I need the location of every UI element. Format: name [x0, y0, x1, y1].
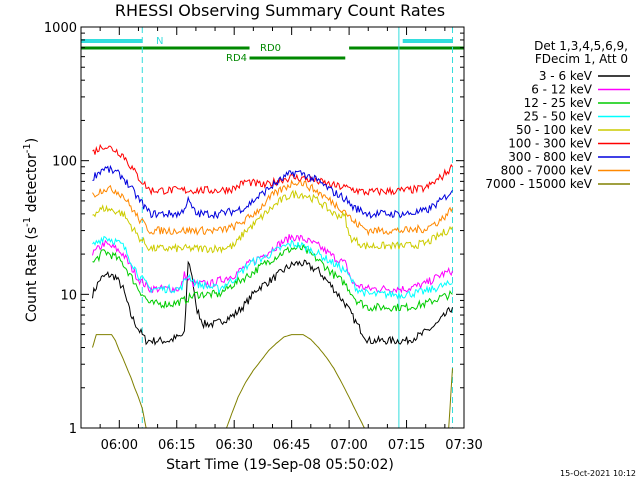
- legend-label: 7000 - 15000 keV: [485, 177, 592, 191]
- legend-label: 3 - 6 keV: [539, 69, 593, 83]
- plot-area: N RD0 RD4: [80, 26, 465, 429]
- series-line: [92, 243, 453, 313]
- series-line: [92, 235, 453, 300]
- legend-label: 50 - 100 keV: [516, 123, 593, 137]
- legend-label: 25 - 50 keV: [524, 110, 593, 124]
- series-line: [92, 179, 453, 237]
- flag-label-n: N: [156, 36, 163, 47]
- legend-label: 6 - 12 keV: [531, 83, 593, 97]
- flag-label-rd0: RD0: [260, 43, 281, 54]
- x-tick-label: 06:00: [101, 438, 138, 453]
- legend-label: 100 - 300 keV: [508, 137, 592, 151]
- series-line: [92, 164, 453, 220]
- x-axis-label: Start Time (19-Sep-08 05:50:02): [166, 457, 394, 473]
- legend: Det 1,3,4,5,6,9, FDecim 1, Att 0 3 - 6 k…: [485, 39, 630, 191]
- y-tick-label: 100: [52, 155, 77, 170]
- y-axis-label: Count Rate (s-1 detector-1): [22, 138, 40, 322]
- chart-title: RHESSI Observing Summary Count Rates: [115, 1, 445, 20]
- vertical-markers: [80, 27, 454, 428]
- legend-header-line-1: Det 1,3,4,5,6,9,: [534, 39, 628, 53]
- generation-timestamp: 15-Oct-2021 10:12: [560, 469, 636, 478]
- y-tick-label: 1: [69, 422, 77, 437]
- legend-label: 300 - 800 keV: [508, 150, 592, 164]
- x-tick-label: 06:15: [158, 438, 195, 453]
- y-tick-label: 1000: [44, 21, 77, 36]
- flag-bars: N RD0 RD4: [81, 36, 464, 64]
- legend-label: 800 - 7000 keV: [501, 164, 593, 178]
- x-tick-label: 07:30: [445, 438, 482, 453]
- series-line: [92, 189, 453, 254]
- y-tick-label: 10: [60, 288, 77, 303]
- x-tick-label: 06:45: [273, 438, 310, 453]
- x-tick-label: 07:00: [330, 438, 367, 453]
- x-tick-label: 06:30: [215, 438, 252, 453]
- flag-label-rd4: RD4: [226, 53, 247, 64]
- series-line: [92, 259, 453, 346]
- series-line: [92, 143, 453, 197]
- y-axis: 1 10 100 1000: [44, 21, 464, 437]
- x-tick-label: 07:15: [388, 438, 425, 453]
- legend-header-line-2: FDecim 1, Att 0: [535, 52, 628, 66]
- legend-label: 12 - 25 keV: [524, 96, 593, 110]
- x-axis: 06:00 06:15 06:30 06:45 07:00 07:15 07:30: [80, 27, 483, 453]
